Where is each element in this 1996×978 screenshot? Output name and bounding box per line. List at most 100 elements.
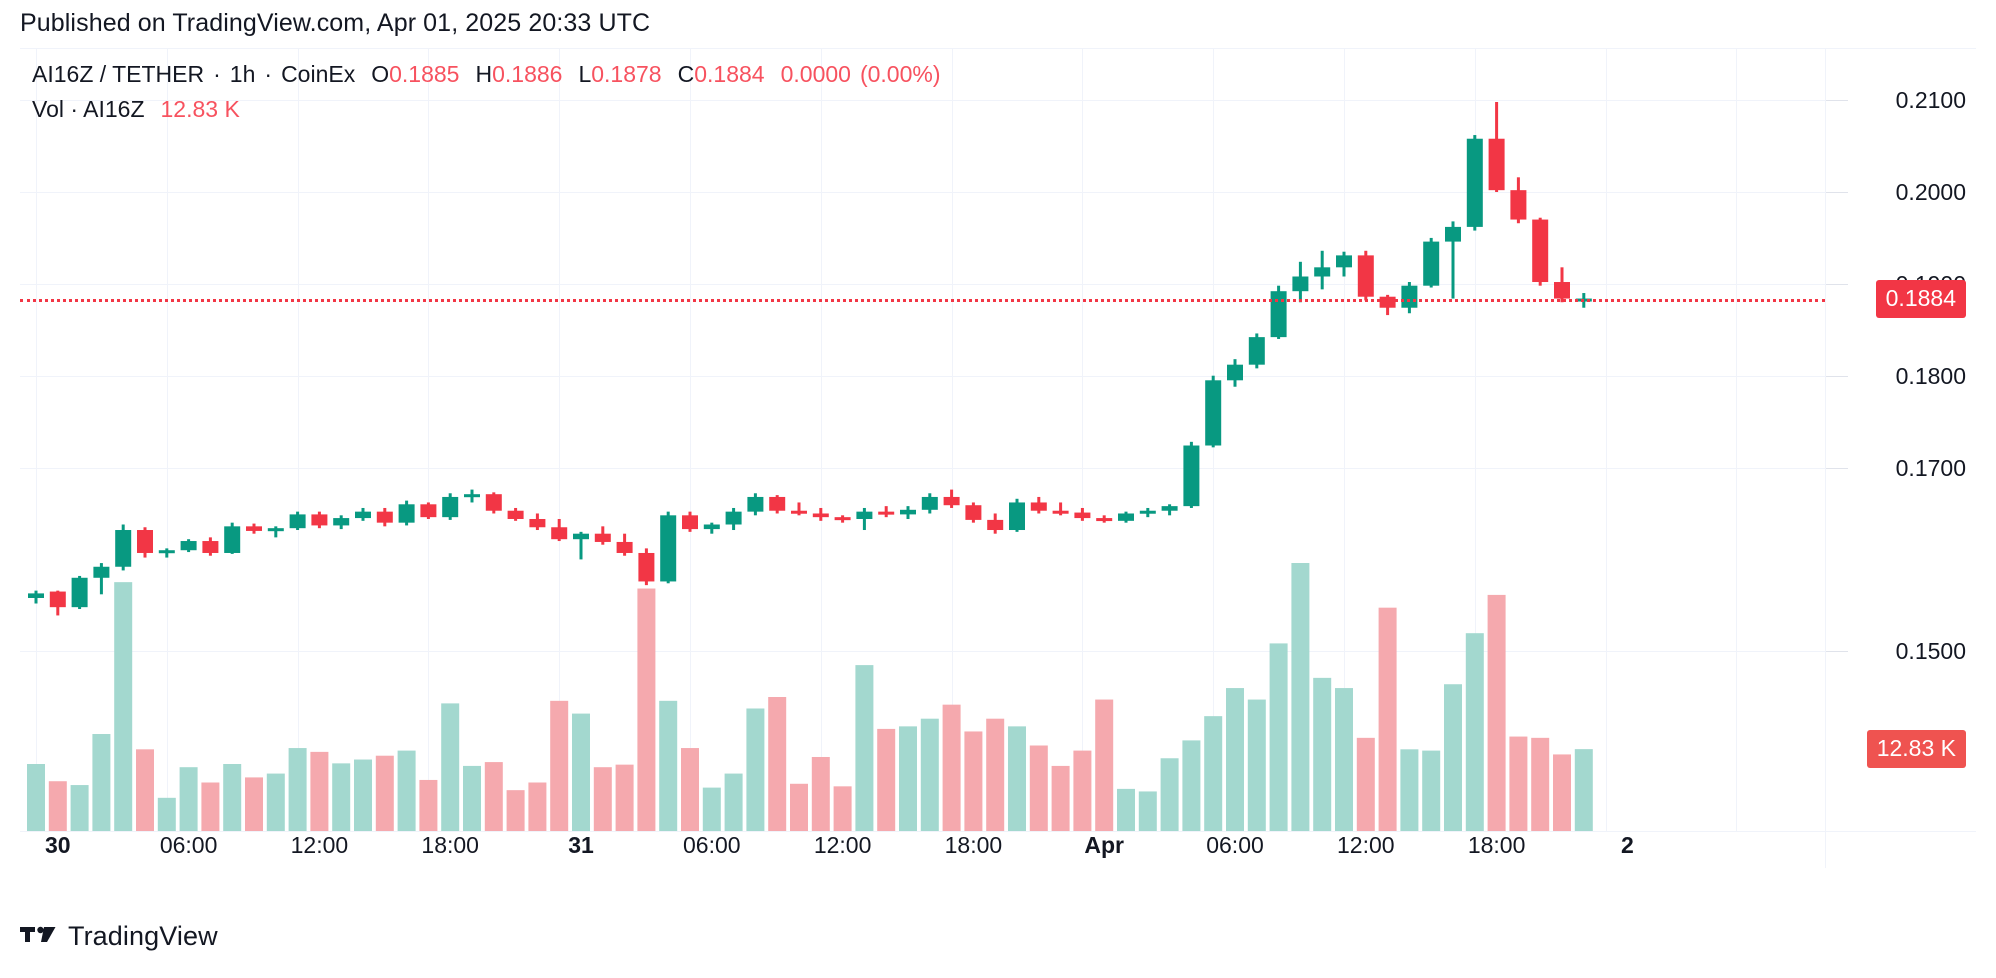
volume-bar: [746, 708, 765, 831]
volume-bar: [201, 782, 220, 831]
candle-body: [71, 577, 88, 608]
candle-body: [660, 515, 677, 582]
time-axis-label: 31: [568, 832, 594, 858]
candle-body: [1379, 296, 1396, 308]
volume-bar: [48, 781, 67, 831]
candle-body: [289, 514, 306, 529]
candle-body: [725, 511, 742, 525]
volume-bar: [1531, 737, 1550, 831]
volume-bar: [1465, 633, 1484, 831]
candle-body: [49, 591, 66, 608]
candle-body: [1161, 506, 1178, 511]
time-axis-label: 12:00: [813, 832, 872, 858]
time-axis-label: 06:00: [159, 832, 218, 858]
current-price-line: [20, 298, 1825, 302]
candle-body: [224, 526, 241, 553]
candle-body: [464, 494, 480, 498]
volume-bar: [1073, 750, 1092, 831]
candle-body: [311, 514, 328, 526]
candle-body: [202, 541, 219, 553]
candle-body: [1314, 267, 1331, 277]
price-tick-mark: [1826, 376, 1848, 377]
candle-body: [1030, 502, 1047, 511]
volume-bar: [986, 718, 1005, 831]
time-axis-label: 12:00: [290, 832, 349, 858]
candle-body: [682, 515, 698, 530]
volume-bar: [964, 731, 983, 831]
price-tick-mark: [1826, 651, 1848, 652]
current-price-tag: 0.1884: [1875, 279, 1966, 318]
volume-bar: [1335, 688, 1353, 831]
candle-body: [442, 496, 459, 518]
price-tick-mark: [1826, 468, 1848, 469]
price-tick-mark: [1826, 192, 1848, 193]
candle-body: [1074, 512, 1091, 519]
candle-body: [616, 541, 633, 553]
candle-body: [703, 524, 720, 530]
time-axis-label: 18:00: [421, 832, 479, 858]
volume-bar: [1095, 699, 1114, 831]
candle-body: [856, 511, 873, 519]
volume-bar: [463, 765, 481, 831]
candle-body: [93, 566, 110, 578]
volume-bar: [375, 755, 394, 831]
volume-bar: [223, 764, 242, 831]
candle-body: [1466, 138, 1483, 227]
chart-bottom-border: [20, 831, 1976, 832]
chart-plot-area[interactable]: [20, 48, 1825, 868]
volume-bar: [114, 582, 133, 831]
volume-bar: [659, 700, 678, 831]
candle-body: [1118, 513, 1134, 521]
price-axis[interactable]: 0.1884 12.83 K 0.21000.20000.19000.18000…: [1825, 48, 1976, 868]
volume-bar: [572, 713, 590, 831]
candle-wick: [1451, 221, 1455, 299]
candle-body: [507, 510, 524, 519]
candle-body: [987, 519, 1004, 531]
volume-value-tag: 12.83 K: [1866, 730, 1966, 769]
candle-body: [1248, 337, 1265, 365]
candle-body: [1488, 138, 1505, 191]
volume-bar: [136, 749, 154, 831]
volume-bar: [724, 773, 743, 831]
volume-bar: [637, 588, 656, 831]
volume-bar: [266, 773, 285, 831]
candle-body: [1052, 510, 1069, 514]
candle-body: [246, 526, 262, 531]
candle-body: [1510, 190, 1527, 220]
candle-body: [355, 511, 371, 519]
candle-body: [28, 593, 44, 598]
volume-bar: [1138, 791, 1157, 831]
candlestick-series: [27, 101, 1593, 831]
candle-body: [573, 533, 589, 540]
chart-frame: 0.1884 12.83 K 0.21000.20000.19000.18000…: [20, 48, 1976, 868]
volume-bar: [1378, 607, 1397, 831]
price-axis-label: 0.1800: [1895, 362, 1966, 389]
volume-bar: [354, 759, 372, 831]
volume-bar: [1182, 740, 1201, 831]
volume-bar: [877, 728, 896, 831]
candle-wick: [884, 506, 888, 518]
volume-bar: [593, 767, 612, 831]
candle-body: [267, 528, 284, 532]
candle-body: [1009, 502, 1025, 531]
time-axis[interactable]: 30 06:00 12:00 18:00 31 06:00 12:00 18:00 Apr 06:…: [20, 831, 1976, 877]
candle-body: [551, 527, 568, 540]
volume-bar: [1553, 754, 1571, 831]
time-axis-label: 12:00: [1337, 832, 1395, 858]
volume-bar: [1509, 736, 1528, 831]
volume-bar: [855, 665, 874, 831]
volume-bar: [397, 750, 416, 831]
volume-bar: [1291, 563, 1310, 831]
time-axis-label: Apr: [1084, 832, 1124, 858]
volume-bar: [332, 763, 351, 831]
volume-bar: [1574, 749, 1593, 831]
volume-bar: [1487, 594, 1506, 831]
time-axis-label: 2: [1620, 832, 1634, 858]
tradingview-wordmark: TradingView: [68, 921, 218, 951]
volume-bar: [1422, 750, 1441, 831]
volume-bar: [245, 777, 263, 831]
time-axis-label: 06:00: [1206, 832, 1264, 858]
volume-bar: [702, 787, 721, 831]
volume-bar: [811, 756, 830, 831]
time-axis-label: 06:00: [683, 832, 741, 858]
